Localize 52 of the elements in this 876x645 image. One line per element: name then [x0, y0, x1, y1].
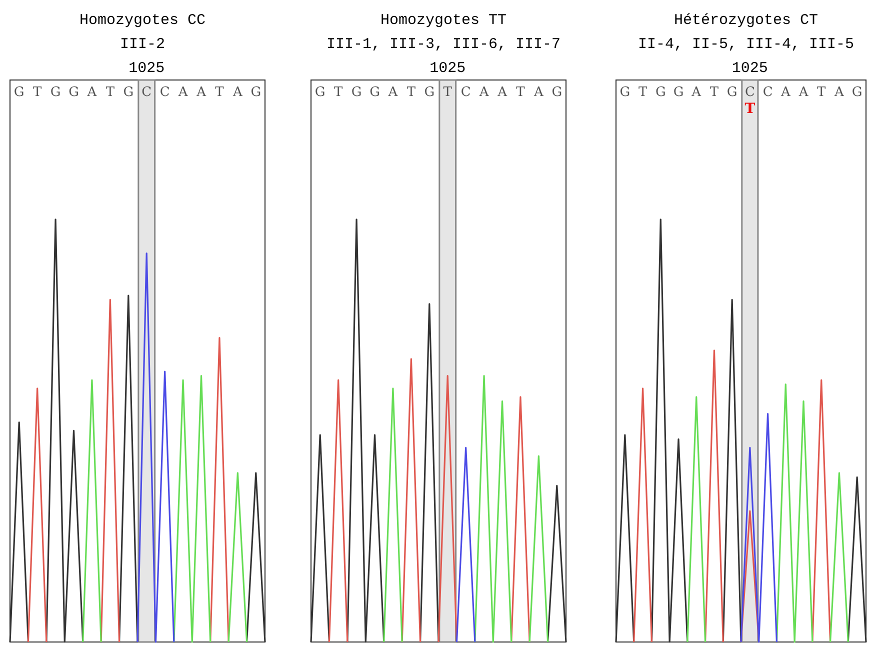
x-tick-label: T	[443, 85, 452, 100]
x-tick-label: T	[106, 85, 115, 100]
x-tick-label: T	[710, 85, 719, 100]
text: T	[744, 101, 756, 117]
x-tick-label: C	[160, 85, 170, 100]
x-tick-label: A	[690, 85, 702, 100]
x-tick-label: G	[655, 85, 666, 100]
x-tick-label: G	[620, 85, 630, 100]
text: 1025	[128, 60, 165, 77]
x-tick-label: G	[14, 85, 24, 100]
x-tick-label: A	[780, 85, 791, 100]
x-tick-label: T	[215, 85, 224, 100]
x-tick-label: T	[334, 85, 343, 100]
chart-title: Hétérozygotes CT	[674, 12, 818, 29]
x-tick-label: G	[552, 85, 562, 100]
x-tick-label: A	[196, 85, 207, 100]
x-tick-label: G	[726, 85, 738, 100]
x-tick-label: A	[798, 85, 809, 100]
chart-subtitle: III-1, III-3, III-6, III-7	[326, 36, 561, 53]
x-tick-label: G	[370, 85, 380, 100]
x-tick-label: G	[424, 85, 435, 100]
x-tick-label: A	[532, 85, 544, 100]
chart-title: Homozygotes TT	[380, 12, 507, 29]
x-tick-label: G	[123, 85, 134, 100]
x-tick-label: T	[817, 85, 826, 100]
x-tick-label: G	[250, 85, 262, 100]
x-tick-label: T	[32, 85, 42, 100]
x-tick-label: G	[68, 85, 79, 100]
chart-subtitle: III-2	[120, 36, 166, 53]
text: 1025	[732, 60, 768, 77]
x-tick-label: C	[460, 85, 471, 100]
x-tick-label: A	[834, 85, 845, 100]
x-tick-label: A	[177, 85, 188, 100]
x-tick-label: G	[852, 85, 862, 100]
x-tick-label: A	[496, 85, 508, 100]
x-tick-label: C	[744, 85, 755, 100]
chart-title: Homozygotes CC	[79, 12, 206, 29]
text: 1025	[430, 60, 466, 77]
x-tick-label: C	[142, 85, 152, 100]
x-tick-label: G	[50, 85, 61, 100]
x-tick-label: T	[638, 85, 648, 100]
x-tick-label: G	[314, 85, 326, 100]
x-tick-label: G	[351, 85, 362, 100]
x-tick-label: T	[516, 85, 526, 100]
x-tick-label: C	[762, 85, 773, 100]
x-tick-label: A	[478, 85, 490, 100]
x-tick-label: G	[673, 85, 684, 100]
x-tick-label: A	[86, 85, 98, 100]
x-tick-label: T	[406, 85, 416, 100]
x-tick-label: A	[387, 85, 398, 100]
chart-subtitle: II-4, II-5, III-4, III-5	[638, 36, 854, 53]
x-tick-label: A	[232, 85, 243, 100]
